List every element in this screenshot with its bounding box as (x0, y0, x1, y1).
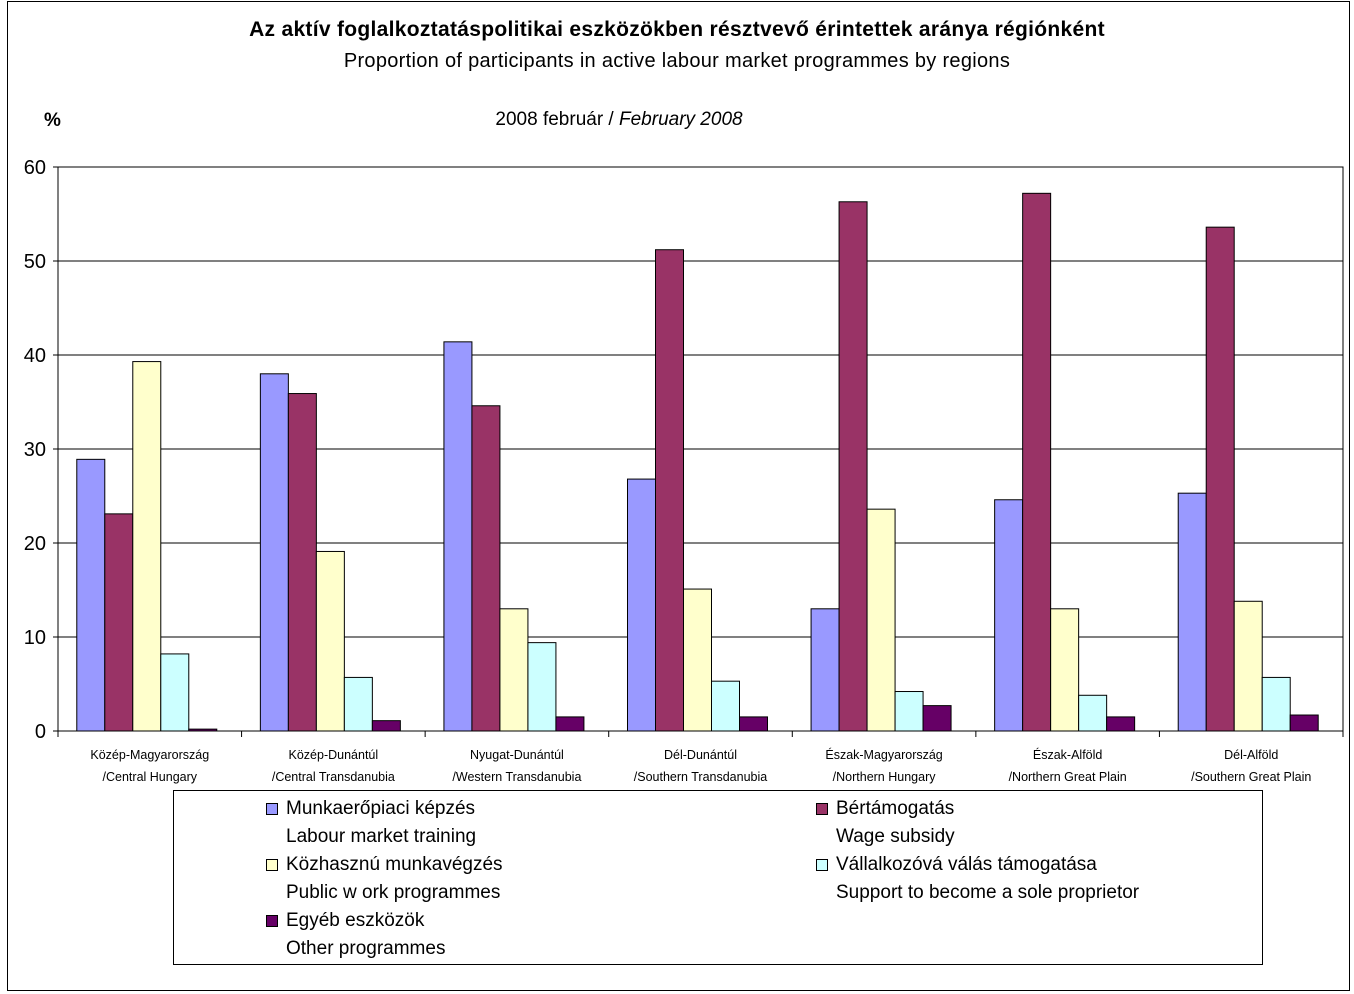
bar (1022, 192, 1052, 732)
y-tick-label: 40 (24, 345, 46, 367)
bar (371, 720, 401, 732)
y-tick-label: 0 (35, 721, 46, 743)
x-tick-label: Dél-Alföld (1224, 748, 1278, 762)
y-tick-label: 50 (24, 251, 46, 273)
chart-legend: Munkaerőpiaci képzés Labour market traini… (173, 790, 1263, 965)
legend-label: Bértámogatás (836, 798, 955, 819)
bar (259, 373, 289, 732)
bar (160, 653, 190, 732)
bar (132, 361, 162, 732)
bar (894, 691, 924, 732)
bar (1289, 714, 1319, 732)
bar (555, 716, 585, 732)
bar (810, 608, 840, 732)
bar (1261, 676, 1291, 732)
chart-date-hu: 2008 február / (495, 109, 619, 130)
legend-label: Közhasznú munkavégzés (286, 854, 503, 875)
legend-swatch (816, 803, 828, 815)
y-tick-label: 20 (24, 533, 46, 555)
legend-label: Munkaerőpiaci képzés (286, 798, 476, 819)
legend-label-en: Support to become a sole proprietor (836, 882, 1140, 903)
bar (1177, 492, 1207, 732)
bar (287, 393, 317, 732)
x-tick-label: /Southern Great Plain (1191, 770, 1311, 784)
bar (866, 508, 896, 732)
bar (1106, 716, 1136, 732)
x-tick-label: Dél-Dunántúl (664, 748, 737, 762)
bar (739, 716, 768, 732)
chart-date-en: February 2008 (619, 109, 743, 130)
y-tick-label: 30 (24, 439, 46, 461)
legend-item: Közhasznú munkavégzés Public w ork progra… (266, 851, 503, 907)
x-tick-label: /Northern Hungary (833, 770, 937, 784)
chart-title: Az aktív foglalkoztatáspolitikai eszközö… (249, 18, 1105, 41)
x-tick-label: /Northern Great Plain (1009, 770, 1127, 784)
legend-swatch (266, 803, 278, 815)
bar (1050, 608, 1080, 732)
legend-item: Vállalkozóvá válás támogatása Support to … (816, 851, 1139, 907)
chart-subtitle: Proportion of participants in active lab… (343, 50, 1011, 72)
bar (1233, 600, 1263, 732)
bar (627, 478, 656, 732)
x-tick-label: Észak-Alföld (1033, 747, 1103, 762)
legend-item: Egyéb eszközök Other programmes (266, 907, 445, 963)
chart-date: 2008 február / February 2008 (0, 109, 1238, 131)
legend-swatch (266, 915, 278, 927)
legend-label-en: Other programmes (286, 938, 446, 959)
bar (655, 249, 684, 732)
bar (315, 550, 345, 732)
y-tick-label: 10 (24, 627, 46, 649)
legend-label-en: Public w ork programmes (286, 882, 501, 903)
y-tick-label: 60 (24, 157, 46, 179)
bar (527, 642, 557, 732)
bar (471, 405, 501, 732)
x-tick-label: /Western Transdanubia (452, 770, 581, 784)
legend-label-en: Labour market training (286, 826, 477, 847)
legend-label: Vállalkozóvá válás támogatása (836, 854, 1097, 875)
bar (838, 201, 868, 732)
bar (499, 608, 529, 732)
bar (443, 341, 473, 732)
legend-label: Egyéb eszközök (286, 910, 425, 931)
bar (76, 458, 106, 732)
bar (104, 513, 134, 732)
bar (711, 680, 740, 732)
bar (994, 499, 1024, 732)
x-tick-label: Nyugat-Dunántúl (470, 748, 564, 762)
bar (922, 705, 952, 732)
x-tick-label: /Southern Transdanubia (634, 770, 767, 784)
legend-item: Bértámogatás Wage subsidy (816, 795, 955, 851)
legend-item: Munkaerőpiaci képzés Labour market traini… (266, 795, 476, 851)
legend-label-en: Wage subsidy (836, 826, 955, 847)
x-tick-label: /Central Transdanubia (272, 770, 395, 784)
bar (343, 676, 373, 732)
bar (1205, 226, 1235, 732)
x-tick-label: /Central Hungary (103, 770, 198, 784)
x-tick-label: Közép-Magyarország (90, 748, 209, 762)
y-axis-label: % (44, 110, 61, 131)
bar (683, 588, 712, 732)
x-tick-label: Észak-Magyarország (825, 747, 942, 762)
legend-swatch (816, 859, 828, 871)
x-tick-label: Közép-Dunántúl (289, 748, 379, 762)
bar (1078, 694, 1108, 732)
legend-swatch (266, 859, 278, 871)
